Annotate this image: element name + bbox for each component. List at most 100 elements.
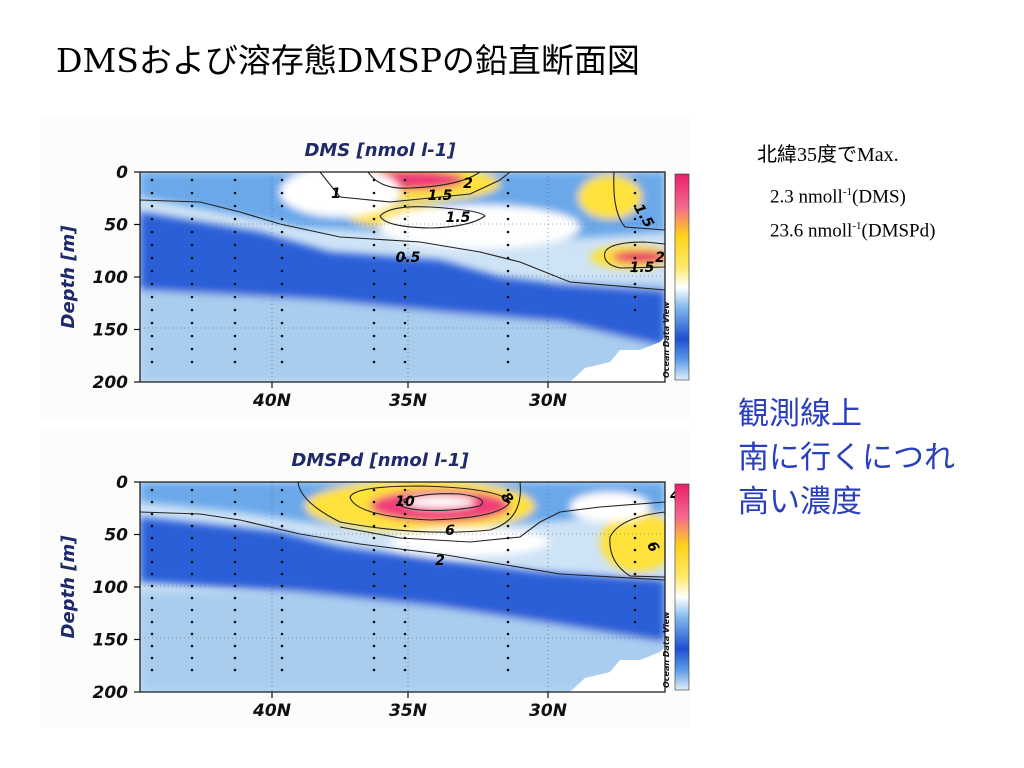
sample-dot bbox=[190, 560, 194, 564]
sample-dot bbox=[506, 548, 510, 552]
sample-dot bbox=[506, 608, 510, 612]
contour-label: 1.5 bbox=[428, 188, 453, 204]
sample-dot bbox=[633, 204, 637, 208]
dms-max-number: 2.3 nmoll bbox=[770, 186, 843, 208]
sample-dot bbox=[233, 524, 237, 528]
sample-dot bbox=[403, 360, 407, 364]
sample-dot bbox=[403, 282, 407, 286]
y-tick-label: 200 bbox=[93, 373, 129, 393]
sample-dot bbox=[506, 536, 510, 540]
trend-note-line-2: 南に行くにつれ bbox=[738, 440, 955, 476]
sample-dot bbox=[280, 548, 284, 552]
contour-line bbox=[613, 172, 665, 231]
sample-dot bbox=[372, 584, 376, 588]
sample-dot bbox=[403, 560, 407, 564]
sample-dot bbox=[190, 308, 194, 312]
sample-dot bbox=[150, 217, 154, 221]
sample-dot bbox=[190, 500, 194, 504]
y-tick-label: 150 bbox=[93, 631, 129, 651]
sample-dot bbox=[150, 269, 154, 273]
sample-dot bbox=[633, 488, 637, 492]
sample-dot bbox=[150, 572, 154, 576]
chart-svg: DMSPd [nmol l-1]108624605010015020040N35… bbox=[58, 450, 690, 721]
sample-dot bbox=[633, 536, 637, 540]
sample-dot bbox=[280, 668, 284, 672]
sample-dot bbox=[150, 334, 154, 338]
y-axis-label: Depth [m] bbox=[58, 225, 79, 329]
sample-dot bbox=[280, 560, 284, 564]
sample-dot bbox=[506, 217, 510, 221]
sample-dot bbox=[190, 230, 194, 234]
sample-dot bbox=[372, 500, 376, 504]
sample-dot bbox=[403, 269, 407, 273]
sample-dot bbox=[233, 632, 237, 636]
sample-dot bbox=[190, 620, 194, 624]
sample-dot bbox=[190, 668, 194, 672]
x-tick-label: 35N bbox=[389, 701, 427, 721]
sample-dot bbox=[403, 656, 407, 660]
sample-dot bbox=[233, 620, 237, 624]
sample-dot bbox=[403, 243, 407, 247]
sample-dot bbox=[233, 204, 237, 208]
sample-dot bbox=[372, 256, 376, 260]
dmspd-max-value: 23.6 nmoll-1(DMSPd) bbox=[770, 220, 935, 242]
sample-dot bbox=[506, 632, 510, 636]
sample-dot bbox=[506, 191, 510, 195]
sample-dot bbox=[150, 656, 154, 660]
sample-dot bbox=[190, 548, 194, 552]
dms-section-chart: DMS [nmol l-1] 1 1.5 2 1.5 0.5 1.5 1.5 2 0 50 100 15… bbox=[40, 118, 690, 418]
concentration-patch bbox=[280, 172, 400, 217]
sample-dot bbox=[506, 524, 510, 528]
sample-dot bbox=[506, 230, 510, 234]
sample-dot bbox=[372, 243, 376, 247]
sample-dot bbox=[190, 321, 194, 325]
concentration-patch bbox=[380, 205, 580, 249]
sample-dot bbox=[403, 500, 407, 504]
sample-dot bbox=[190, 644, 194, 648]
sample-dot bbox=[372, 656, 376, 660]
sample-dot bbox=[233, 644, 237, 648]
sample-dot bbox=[280, 536, 284, 540]
y-tick-label: 50 bbox=[104, 216, 128, 236]
sample-dot bbox=[190, 596, 194, 600]
sample-dot bbox=[403, 644, 407, 648]
sample-dot bbox=[506, 560, 510, 564]
sample-dot bbox=[190, 191, 194, 195]
sample-dot bbox=[633, 620, 637, 624]
sample-dot bbox=[372, 269, 376, 273]
sample-dot bbox=[233, 334, 237, 338]
contour-label: 2 bbox=[463, 176, 473, 192]
sample-dot bbox=[633, 308, 637, 312]
sample-dot bbox=[190, 347, 194, 351]
sample-dot bbox=[150, 295, 154, 299]
sample-dot bbox=[403, 668, 407, 672]
concentration-patch bbox=[405, 496, 475, 508]
sample-dot bbox=[506, 243, 510, 247]
sample-dot bbox=[150, 524, 154, 528]
sample-dot bbox=[190, 632, 194, 636]
sample-dot bbox=[372, 512, 376, 516]
contour-line bbox=[349, 485, 511, 521]
x-tick-label: 30N bbox=[529, 701, 567, 721]
sample-dot bbox=[150, 620, 154, 624]
sample-dot bbox=[233, 500, 237, 504]
colorbar: 21.510.50 bbox=[674, 173, 690, 381]
sample-dot bbox=[403, 308, 407, 312]
sample-dot bbox=[190, 295, 194, 299]
contour-line bbox=[604, 241, 665, 269]
sample-dot bbox=[190, 178, 194, 182]
sample-dot bbox=[280, 243, 284, 247]
sample-dot bbox=[633, 548, 637, 552]
x-tick-label: 40N bbox=[252, 701, 291, 721]
sample-dot bbox=[633, 217, 637, 221]
sample-dot bbox=[280, 632, 284, 636]
chart-title: DMSPd [nmol l-1] bbox=[291, 450, 469, 471]
sample-dot bbox=[233, 256, 237, 260]
sample-dot bbox=[150, 500, 154, 504]
sample-dot bbox=[233, 656, 237, 660]
sample-dot bbox=[506, 256, 510, 260]
sample-dot bbox=[233, 230, 237, 234]
sample-dot bbox=[506, 321, 510, 325]
sample-dot bbox=[372, 620, 376, 624]
concentration-patch bbox=[578, 175, 642, 219]
